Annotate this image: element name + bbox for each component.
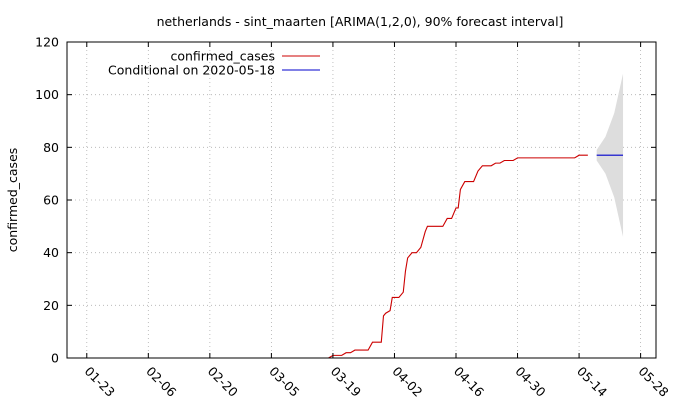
- legend-label: Conditional on 2020-05-18: [108, 63, 275, 78]
- x-tick-label: 04-16: [451, 364, 487, 400]
- x-tick-label: 05-28: [635, 364, 671, 400]
- y-tick-label: 80: [43, 140, 59, 155]
- x-tick-label: 03-05: [266, 364, 302, 400]
- x-tick-label: 01-23: [82, 364, 118, 400]
- x-tick-label: 02-20: [205, 364, 241, 400]
- grid: [67, 42, 656, 358]
- x-tick-label: 05-14: [574, 364, 610, 400]
- y-tick-label: 120: [35, 35, 59, 50]
- x-tick-label: 04-02: [389, 364, 425, 400]
- series-line-confirmed-cases: [328, 154, 588, 359]
- y-tick-label: 20: [43, 298, 59, 313]
- y-axis-label: confirmed_cases: [5, 148, 20, 253]
- x-tick-label: 02-06: [143, 364, 179, 400]
- ticks: 0 20 40 60 80 100 120 01-23 02-06 02-20 03-05 03-19…: [35, 35, 672, 400]
- y-tick-label: 100: [35, 87, 59, 102]
- x-tick-label: 03-19: [328, 364, 364, 400]
- y-tick-label: 60: [43, 193, 59, 208]
- chart-title: netherlands - sint_maarten [ARIMA(1,2,0)…: [157, 14, 564, 29]
- legend-label: confirmed_cases: [170, 49, 275, 64]
- x-tick-label: 04-30: [512, 364, 548, 400]
- y-tick-label: 40: [43, 245, 59, 260]
- y-tick-label: 0: [51, 351, 59, 366]
- series-layer: [328, 154, 624, 359]
